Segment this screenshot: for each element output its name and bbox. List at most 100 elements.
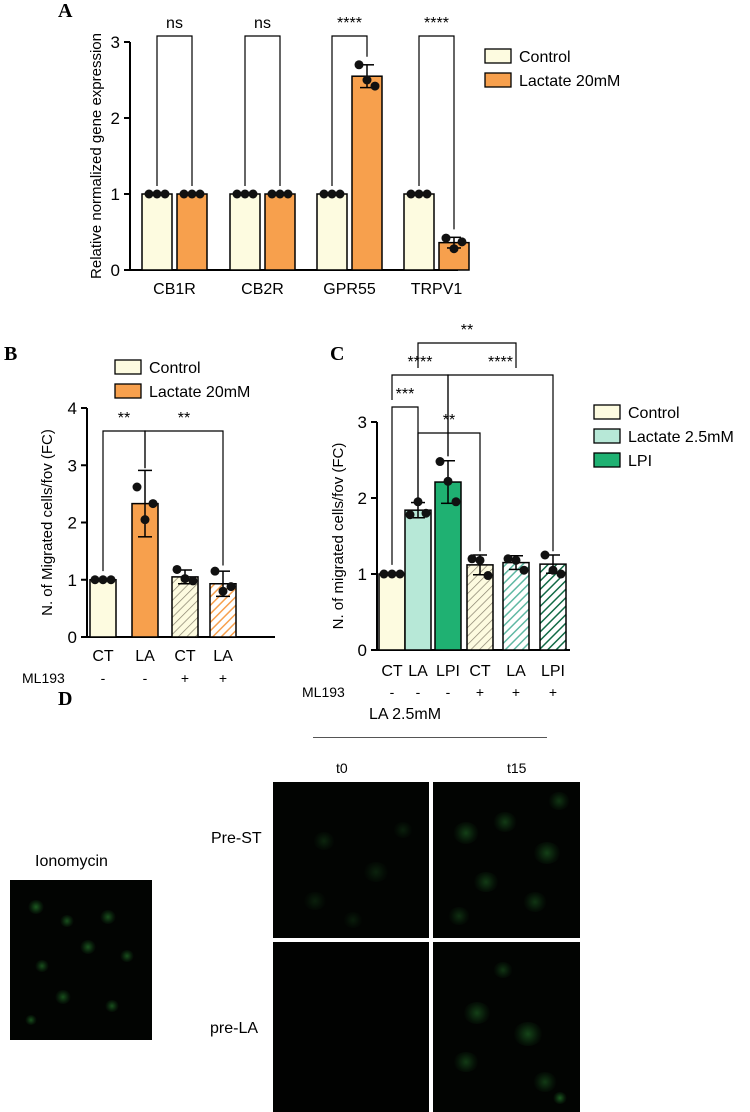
- chart-a-data-point: [267, 189, 277, 199]
- time-label-t0: t0: [336, 760, 348, 776]
- chart-c-ml193-sign: +: [512, 684, 520, 700]
- chart-a-data-point: [362, 75, 372, 85]
- chart-a-data-point: [422, 189, 432, 199]
- chart-a-bar: [351, 75, 383, 271]
- chart-a-x-tick-label: GPR55: [323, 281, 376, 298]
- panel-c-letter: C: [330, 343, 345, 365]
- chart-a-y-tick-label: 2: [111, 109, 120, 128]
- panel-d-letter: D: [58, 688, 73, 710]
- micrograph-ionomycin: [10, 880, 152, 1040]
- chart-b-ml193-sign: +: [181, 670, 189, 686]
- chart-b-data-point: [226, 582, 236, 592]
- chart-c-data-point: [483, 571, 493, 581]
- chart-a-bar: [264, 193, 296, 271]
- chart-a-data-point: [327, 189, 337, 199]
- chart-a-data-point: [187, 189, 197, 199]
- chart-a-data-point: [160, 189, 170, 199]
- chart-c-significance-label: ****: [488, 354, 513, 371]
- chart-c-data-point: [451, 497, 461, 507]
- chart-c-legend-label: Lactate 2.5mM: [628, 429, 734, 446]
- chart-a-data-point: [179, 189, 189, 199]
- chart-c-significance-bracket: [417, 342, 517, 368]
- chart-a: 0 1 2 3 Relative normalized gene expression C…: [88, 15, 620, 298]
- chart-b-data-point: [172, 564, 182, 574]
- chart-c-data-point: [556, 569, 566, 579]
- chart-c-ml193-sign: -: [416, 684, 421, 700]
- micrograph-prela-t0: [273, 942, 429, 1112]
- chart-c-ml193-sign: +: [549, 684, 557, 700]
- chart-c-significance-label: **: [443, 412, 455, 429]
- chart-b-y-axis-label: N. of Migrated cells/fov (FC): [39, 429, 56, 616]
- imaging-header-rule: [313, 737, 547, 738]
- chart-c-data-point: [421, 508, 431, 518]
- chart-a-data-point: [449, 244, 459, 254]
- chart-b-ml193-sign: +: [219, 670, 227, 686]
- row-label-prest: Pre-ST: [211, 830, 262, 847]
- chart-c-data-point: [379, 569, 389, 579]
- chart-b-data-point: [180, 574, 190, 584]
- chart-c-y-tick-label: 3: [358, 413, 367, 432]
- chart-b-ml193-sign: -: [101, 670, 106, 686]
- chart-b-x-tick-label: CT: [92, 648, 114, 665]
- chart-c-x-tick-label: LPI: [436, 663, 460, 680]
- imaging-header: LA 2.5mM: [368, 706, 442, 723]
- chart-b-y-tick-label: 0: [68, 628, 77, 647]
- chart-a-data-point: [232, 189, 242, 199]
- chart-a-data-point: [319, 189, 329, 199]
- chart-c-data-point: [435, 457, 445, 467]
- chart-c-y-tick-label: 1: [358, 565, 367, 584]
- chart-a-x-tick-label: CB2R: [241, 281, 284, 298]
- chart-b-y-tick-label: 1: [68, 571, 77, 590]
- chart-a-data-point: [240, 189, 250, 199]
- chart-a-legend-label: Lactate 20mM: [519, 73, 620, 90]
- chart-a-x-tick-label: CB1R: [153, 281, 196, 298]
- chart-c-bar: [434, 481, 462, 651]
- chart-c-y-tick-label: 0: [358, 641, 367, 660]
- chart-a-bar: [176, 193, 208, 271]
- chart-b-y-tick-label: 3: [68, 456, 77, 475]
- chart-a-data-point: [195, 189, 205, 199]
- chart-c-legend-swatch: [593, 452, 621, 468]
- chart-b-legend-label: Control: [149, 360, 201, 377]
- chart-a-legend-swatch: [484, 72, 512, 88]
- chart-c-y-axis-label: N. of migrated cells/fov (FC): [330, 443, 347, 630]
- chart-c-ml193-sign: -: [390, 684, 395, 700]
- chart-c-data-point: [511, 555, 521, 565]
- chart-a-significance-label: ns: [166, 15, 183, 32]
- chart-c-legend-label: Control: [628, 405, 680, 422]
- chart-c-y-tick-label: 2: [358, 489, 367, 508]
- chart-a-data-point: [406, 189, 416, 199]
- chart-a-bar: [141, 193, 173, 271]
- chart-a-significance-label: ****: [424, 15, 449, 32]
- chart-a-legend-swatch: [484, 48, 512, 64]
- chart-b-data-point: [148, 499, 158, 509]
- chart-c-bar: [378, 573, 406, 651]
- chart-c-significance-label: **: [461, 322, 473, 339]
- chart-c-data-point: [395, 569, 405, 579]
- chart-c-data-point: [467, 554, 477, 564]
- chart-c-x-tick-label: CT: [381, 663, 403, 680]
- chart-b-data-point: [210, 566, 220, 576]
- chart-a-significance-bracket: [418, 35, 455, 230]
- chart-b-y-tick-label: 2: [68, 514, 77, 533]
- chart-c-significance-label: ****: [408, 354, 433, 371]
- chart-c-significance-bracket: [417, 432, 481, 552]
- chart-b-x-tick-label: LA: [135, 648, 155, 665]
- panel-b-letter: B: [4, 343, 18, 365]
- micrograph-prest-t15: [433, 782, 580, 938]
- chart-c-x-tick-label: LPI: [541, 663, 565, 680]
- chart-a-data-point: [152, 189, 162, 199]
- row-label-prela: pre-LA: [210, 1020, 259, 1037]
- chart-c-bar: [502, 561, 530, 651]
- chart-c-ml193-label: ML193: [302, 684, 345, 700]
- chart-a-y-tick-label: 0: [111, 261, 120, 280]
- chart-b-legend-swatch: [114, 359, 142, 375]
- chart-c-data-point: [548, 565, 558, 575]
- chart-a-data-point: [248, 189, 258, 199]
- chart-b-data-point: [98, 575, 108, 585]
- chart-a-x-tick-label: TRPV1: [411, 281, 463, 298]
- chart-a-significance-bracket: [156, 35, 193, 186]
- chart-a-y-tick-label: 3: [111, 33, 120, 52]
- chart-b-data-point: [90, 575, 100, 585]
